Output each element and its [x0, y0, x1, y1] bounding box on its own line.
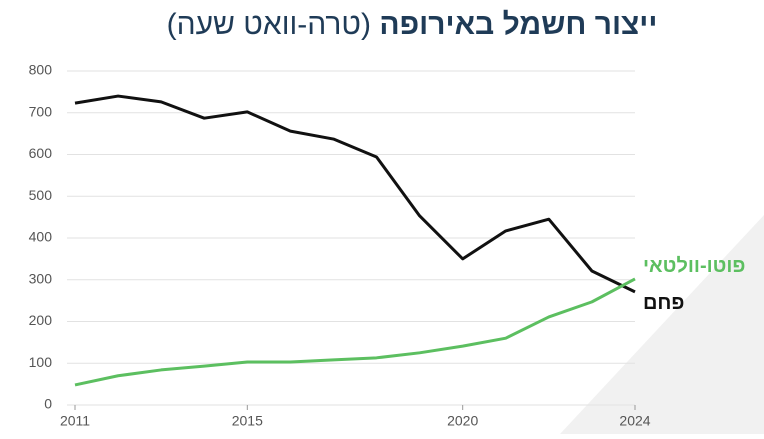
x-tick-label: 2024 — [619, 413, 650, 429]
background-decoration — [560, 215, 764, 434]
y-tick-label: 800 — [29, 62, 53, 78]
y-tick-label: 500 — [29, 187, 53, 203]
y-tick-label: 400 — [29, 229, 53, 245]
x-tick-label: 2011 — [60, 413, 90, 429]
y-tick-label: 0 — [44, 396, 52, 412]
y-tick-label: 700 — [29, 103, 53, 119]
y-tick-label: 100 — [29, 354, 53, 370]
x-tick-label: 2015 — [232, 413, 263, 429]
subtitle: (טרה-וואט שעה) — [167, 8, 371, 41]
line-series — [74, 94, 636, 294]
y-tick-label: 200 — [29, 312, 53, 328]
y-tick-label: 600 — [29, 145, 53, 161]
series-label: פוטו-וולטאי — [643, 255, 745, 277]
chart-title: ייצור חשמל באירופה (טרה-וואט שעה) — [167, 8, 658, 41]
x-tick-label: 2020 — [447, 413, 478, 429]
y-tick-label: 300 — [29, 270, 53, 286]
line-series — [74, 277, 636, 387]
title: ייצור חשמל באירופה — [379, 8, 657, 41]
series-label: פחם — [643, 292, 684, 314]
